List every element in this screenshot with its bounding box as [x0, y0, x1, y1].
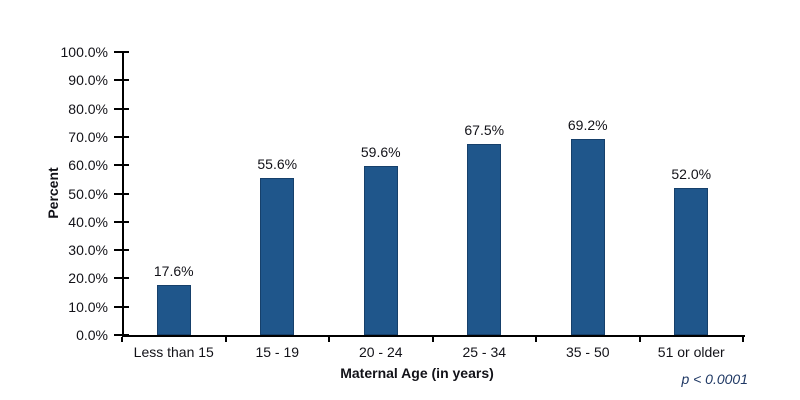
bar-value-label: 67.5%: [464, 121, 505, 138]
y-axis-tick: [114, 51, 129, 53]
y-tick-label: 40.0%: [68, 213, 108, 230]
x-axis-tick: [328, 337, 330, 342]
x-axis-line: [122, 335, 745, 337]
y-tick-label: 90.0%: [68, 72, 108, 89]
bar: [674, 187, 709, 335]
y-axis-tick: [114, 164, 129, 167]
bar-value-label: 59.6%: [360, 144, 401, 161]
y-tick-label: 10.0%: [68, 298, 108, 315]
y-axis-tick: [114, 249, 129, 252]
bar: [156, 285, 191, 335]
y-axis-tick: [114, 192, 129, 195]
y-axis-tick: [114, 135, 129, 138]
x-axis-tick: [535, 337, 537, 342]
y-tick-label: 0.0%: [76, 327, 108, 343]
bar: [363, 166, 398, 335]
y-tick-label: 80.0%: [68, 100, 108, 117]
y-axis-tick: [114, 107, 129, 110]
x-category-label: 51 or older: [657, 344, 725, 360]
bar: [467, 143, 502, 335]
x-category-label: 15 - 19: [255, 344, 300, 360]
y-tick-label: 50.0%: [68, 185, 108, 202]
x-axis-tick: [224, 337, 227, 342]
bar-value-label: 69.2%: [567, 117, 608, 134]
y-tick-label: 100.0%: [60, 44, 108, 60]
y-axis-tick: [114, 220, 129, 223]
x-axis-title: Maternal Age (in years): [340, 365, 494, 381]
y-axis-tick: [114, 305, 129, 308]
x-category-label: Less than 15: [133, 344, 214, 360]
x-category-label: 35 - 50: [565, 344, 610, 360]
y-axis-line: [122, 52, 124, 337]
y-tick-label: 30.0%: [68, 242, 108, 259]
y-axis-tick: [114, 334, 129, 336]
p-value-annotation: p < 0.0001: [681, 371, 748, 387]
x-axis-tick: [121, 337, 123, 342]
bar-value-label: 55.6%: [257, 155, 298, 172]
bar-value-label: 17.6%: [153, 263, 194, 280]
x-category-label: 25 - 34: [462, 344, 507, 360]
x-category-label: 20 - 24: [358, 344, 403, 360]
y-tick-label: 70.0%: [68, 128, 108, 145]
x-axis-tick: [638, 337, 641, 342]
y-tick-label: 20.0%: [68, 270, 108, 287]
y-axis-tick: [114, 79, 129, 82]
x-axis-tick: [742, 337, 744, 342]
bar: [260, 177, 295, 335]
x-axis-tick: [431, 337, 434, 342]
bar: [570, 139, 605, 335]
y-tick-label: 60.0%: [68, 157, 108, 174]
y-axis-tick: [114, 277, 129, 280]
bar-value-label: 52.0%: [671, 165, 712, 182]
